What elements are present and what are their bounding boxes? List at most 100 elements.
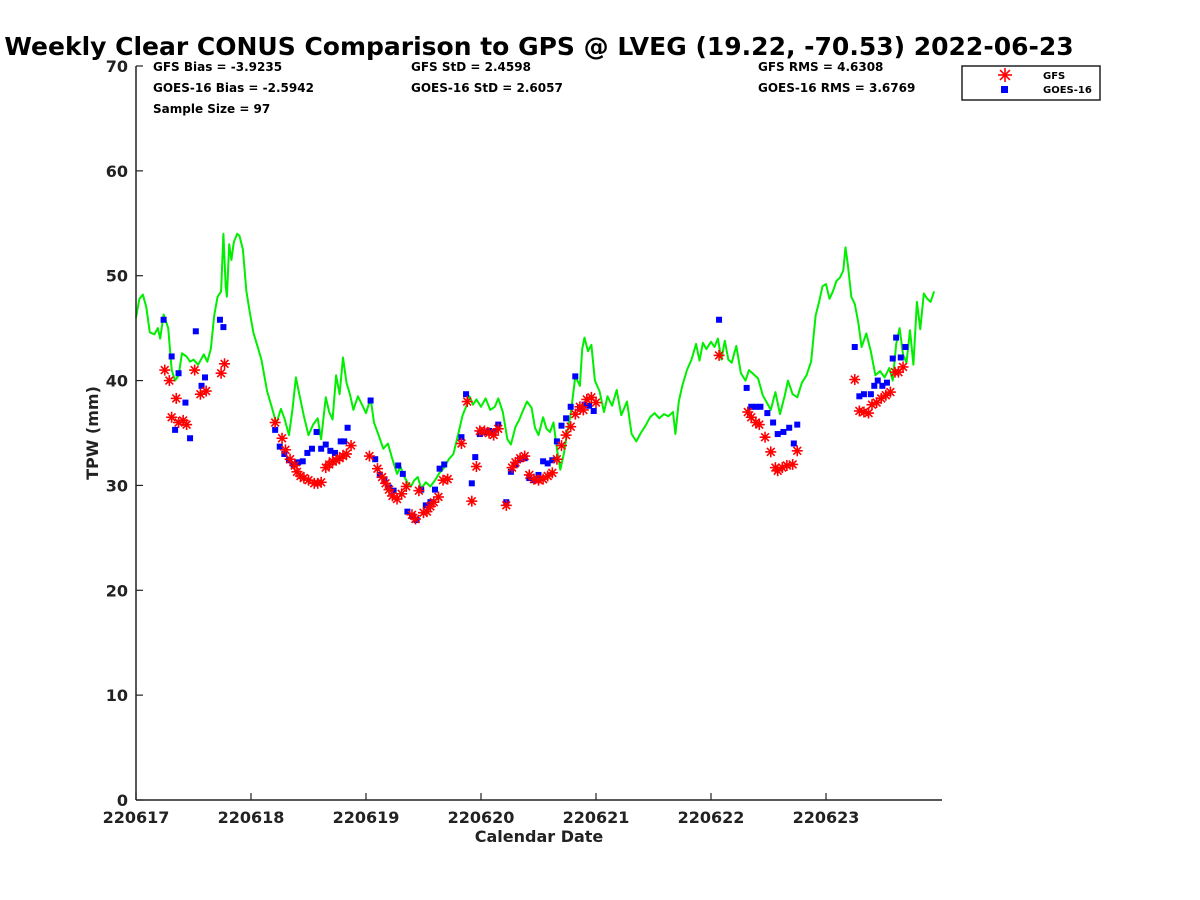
goes-point <box>168 353 175 360</box>
goes-point <box>344 424 351 431</box>
goes-point <box>216 316 223 323</box>
goes-point <box>182 399 189 406</box>
goes-point <box>192 328 199 335</box>
goes-point <box>581 401 588 408</box>
goes-point <box>202 374 208 381</box>
gfs-point <box>432 491 444 503</box>
y-axis-label: TPW (mm) <box>83 386 102 480</box>
goes-point <box>220 324 227 331</box>
y-tick-label: 70 <box>106 57 128 76</box>
goes-point <box>883 379 890 386</box>
goes-point <box>308 445 315 452</box>
gfs-point <box>200 385 212 397</box>
goes-point <box>748 403 755 410</box>
goes-point <box>322 441 329 448</box>
goes-point <box>860 391 867 398</box>
goes-point <box>590 407 597 414</box>
goes-point <box>318 445 325 452</box>
goes-point <box>507 468 514 475</box>
gfs-point <box>492 423 504 435</box>
goes-point <box>586 402 593 409</box>
gfs-point <box>166 411 178 423</box>
stat-goes-std: GOES-16 StD = 2.6057 <box>411 81 563 95</box>
legend-gfs-asterisk <box>998 68 1012 82</box>
x-axis-label: Calendar Date <box>475 827 604 846</box>
gfs-point <box>461 396 473 408</box>
gfs-point <box>765 446 777 458</box>
legend-gfs-marker <box>998 68 1012 82</box>
gfs-point <box>455 437 467 449</box>
goes-point <box>874 377 881 384</box>
goes-point <box>463 391 470 398</box>
gfs-point <box>340 448 352 460</box>
y-tick-label: 10 <box>106 686 128 705</box>
gfs-point <box>560 429 572 441</box>
y-tick-label: 40 <box>106 372 128 391</box>
goes-point <box>752 403 759 410</box>
goes-point <box>553 438 560 445</box>
goes-point <box>851 344 858 351</box>
goes-point <box>404 508 411 515</box>
gfs-point <box>546 467 558 479</box>
gfs-point <box>577 404 589 416</box>
gfs-point <box>363 450 375 462</box>
goes-point <box>757 403 764 410</box>
gfs-point <box>713 349 725 361</box>
goes-point <box>160 316 167 323</box>
gfs-point <box>376 471 388 483</box>
goes-point <box>399 470 406 477</box>
x-tick-label: 220619 <box>333 808 400 827</box>
gfs-point <box>500 499 512 511</box>
y-tick-label: 20 <box>106 581 128 600</box>
goes-point <box>432 486 438 493</box>
goes-point <box>272 426 279 433</box>
y-tick-label: 50 <box>106 267 128 286</box>
gfs-point <box>470 461 482 473</box>
gfs-point <box>753 419 765 431</box>
gfs-point <box>400 480 412 492</box>
goes-point <box>331 449 338 456</box>
goes-point <box>544 460 551 467</box>
goes-point <box>276 443 283 450</box>
gfs-point <box>787 458 799 470</box>
legend: GFS GOES-16 <box>961 65 1101 101</box>
stat-gfs-std: GFS StD = 2.4598 <box>411 60 531 74</box>
gfs-point <box>759 431 771 443</box>
gfs-point <box>884 386 896 398</box>
stat-goes-rms: GOES-16 RMS = 3.6769 <box>758 81 915 95</box>
goes-point <box>743 384 750 391</box>
x-tick-label: 220621 <box>563 808 630 827</box>
gfs-point <box>170 392 182 404</box>
goes-point <box>893 334 900 341</box>
gfs-point <box>284 453 296 465</box>
gfs-point <box>409 513 421 525</box>
gfs-point <box>466 495 478 507</box>
goes-point <box>716 316 723 323</box>
gps-series-group <box>135 232 936 490</box>
goes-point <box>897 354 904 361</box>
gfs-point <box>345 440 357 452</box>
goes-point <box>558 422 565 429</box>
gfs-point <box>519 450 531 462</box>
x-axis-ticks: 220617 220618 220619 220620 220621 220622 2206… <box>103 793 859 827</box>
gfs-point <box>276 432 288 444</box>
gfs-point <box>269 417 281 429</box>
goes-point <box>472 454 479 461</box>
gfs-point <box>897 361 909 373</box>
goes-point <box>856 393 863 400</box>
goes-point <box>794 421 801 428</box>
stat-gfs-rms: GFS RMS = 4.6308 <box>758 60 883 74</box>
x-tick-label: 220618 <box>218 808 285 827</box>
legend-box <box>961 65 1101 101</box>
goes-point <box>313 428 320 435</box>
gfs-point <box>181 419 193 431</box>
gfs-point <box>745 411 757 423</box>
goes-point <box>458 434 465 441</box>
gfs-point <box>556 440 567 452</box>
gfs-point <box>863 407 875 419</box>
goes-point <box>299 458 306 465</box>
gfs-point <box>442 473 454 485</box>
y-tick-label: 30 <box>106 476 128 495</box>
goes-point <box>418 486 425 493</box>
